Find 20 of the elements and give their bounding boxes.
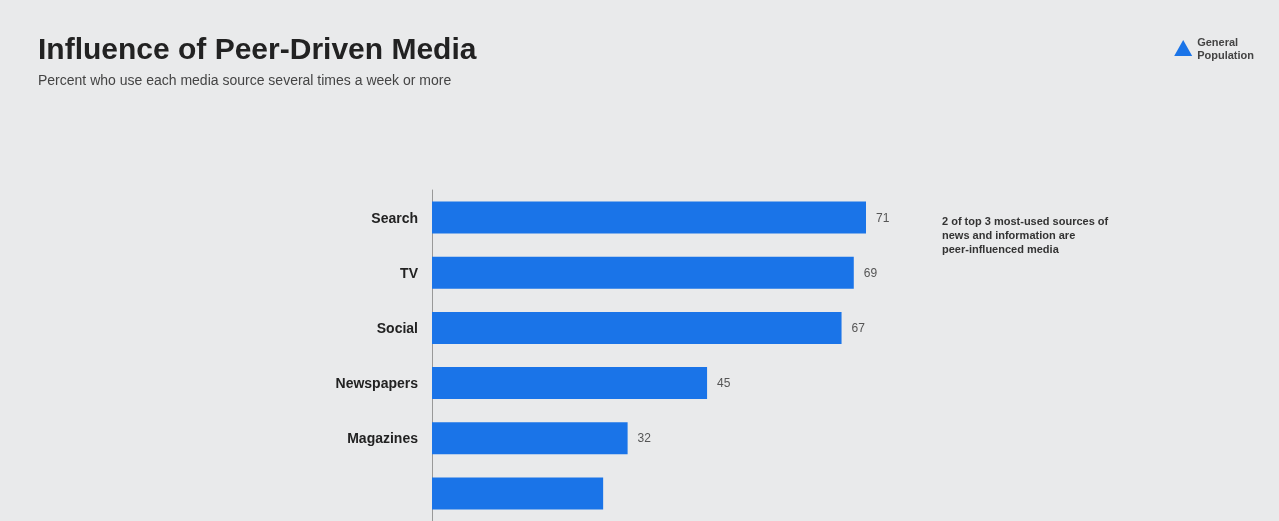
data-label: 71 xyxy=(876,210,890,225)
chart-title: Influence of Peer-Driven Media xyxy=(38,31,477,65)
y-tick-label: Magazines xyxy=(347,430,419,447)
bar xyxy=(432,311,842,344)
bar xyxy=(432,201,866,234)
data-label: 67 xyxy=(851,320,866,335)
text: Percent who use each media source several times a week or more xyxy=(38,72,452,88)
bar xyxy=(432,477,604,510)
bar xyxy=(432,256,854,289)
data-label: 69 xyxy=(863,265,878,280)
data-label: 32 xyxy=(637,431,652,446)
y-tick-label: TV xyxy=(400,264,419,281)
y-tick-label: Social xyxy=(376,319,418,336)
text: 2 of top 3 most-used sources of news and information are peer-influenced media xyxy=(942,215,1112,255)
data-label: 45 xyxy=(717,376,731,391)
y-tick-label: Newspapers xyxy=(335,375,419,392)
legend-label: General Population xyxy=(1197,35,1255,61)
y-tick-label: Search xyxy=(371,209,418,226)
bar xyxy=(432,367,708,400)
bar xyxy=(432,422,628,455)
